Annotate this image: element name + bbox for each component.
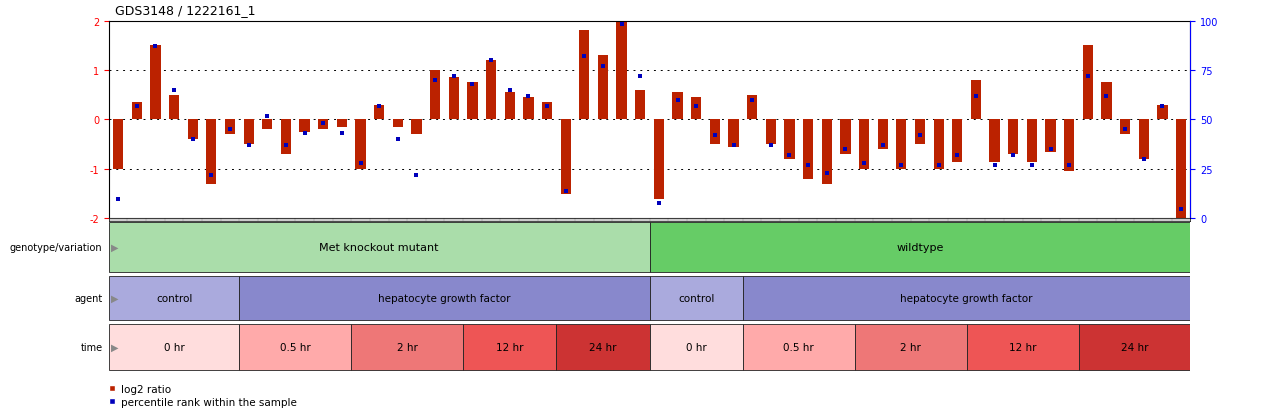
Bar — [1064, 120, 1074, 172]
Bar — [1027, 120, 1037, 162]
Bar — [463, 324, 557, 370]
Bar — [262, 120, 273, 130]
Bar — [933, 120, 943, 169]
Bar — [742, 324, 855, 370]
Bar — [598, 56, 608, 120]
Bar — [840, 120, 850, 155]
Bar — [486, 61, 497, 120]
Text: ▶: ▶ — [111, 242, 119, 252]
Bar — [650, 223, 1190, 272]
Bar — [374, 105, 384, 120]
Bar — [225, 120, 236, 135]
Bar — [691, 98, 701, 120]
Bar — [728, 120, 739, 147]
Bar — [742, 276, 1190, 320]
Bar — [970, 81, 980, 120]
Bar — [859, 120, 869, 169]
Bar — [541, 103, 552, 120]
Text: 0.5 hr: 0.5 hr — [280, 342, 311, 352]
Text: control: control — [678, 293, 714, 303]
Bar — [467, 83, 477, 120]
Bar — [580, 31, 590, 120]
Bar — [896, 120, 906, 169]
Text: hepatocyte growth factor: hepatocyte growth factor — [378, 293, 511, 303]
Text: time: time — [81, 342, 102, 352]
Bar — [243, 120, 253, 145]
Text: hepatocyte growth factor: hepatocyte growth factor — [900, 293, 1033, 303]
Text: 2 hr: 2 hr — [397, 342, 417, 352]
Bar — [952, 120, 963, 162]
Text: 24 hr: 24 hr — [589, 342, 617, 352]
Bar — [650, 276, 742, 320]
Bar — [1083, 46, 1093, 120]
Bar — [1101, 83, 1111, 120]
Bar — [672, 93, 682, 120]
Bar — [300, 120, 310, 133]
Bar — [430, 71, 440, 120]
Text: wildtype: wildtype — [896, 242, 943, 252]
Text: Met knockout mutant: Met knockout mutant — [320, 242, 439, 252]
Text: 12 hr: 12 hr — [1009, 342, 1037, 352]
Bar — [206, 120, 216, 184]
Bar — [1157, 105, 1167, 120]
Bar — [113, 120, 123, 169]
Bar — [650, 324, 742, 370]
Text: 0.5 hr: 0.5 hr — [783, 342, 814, 352]
Text: 2 hr: 2 hr — [900, 342, 922, 352]
Bar — [785, 120, 795, 160]
Bar — [109, 276, 239, 320]
Bar — [504, 93, 515, 120]
Bar — [280, 120, 291, 155]
Bar — [709, 120, 719, 145]
Bar — [150, 46, 160, 120]
Bar — [748, 95, 758, 120]
Text: ▶: ▶ — [111, 293, 119, 303]
Bar — [915, 120, 925, 145]
Bar — [188, 120, 198, 140]
Text: 0 hr: 0 hr — [686, 342, 707, 352]
Text: 24 hr: 24 hr — [1121, 342, 1148, 352]
Bar — [109, 223, 650, 272]
Bar — [989, 120, 1000, 162]
Text: 12 hr: 12 hr — [495, 342, 524, 352]
Bar — [1046, 120, 1056, 152]
Bar — [524, 98, 534, 120]
Bar — [411, 120, 421, 135]
Bar — [617, 21, 627, 120]
Bar — [393, 120, 403, 128]
Bar — [239, 324, 351, 370]
Bar — [132, 103, 142, 120]
Bar — [109, 324, 239, 370]
Bar — [449, 78, 460, 120]
Bar — [169, 95, 179, 120]
Bar — [1176, 120, 1187, 219]
Legend: log2 ratio, percentile rank within the sample: log2 ratio, percentile rank within the s… — [108, 384, 297, 407]
Bar — [557, 324, 650, 370]
Text: agent: agent — [74, 293, 102, 303]
Bar — [1079, 324, 1190, 370]
Bar — [239, 276, 650, 320]
Text: GDS3148 / 1222161_1: GDS3148 / 1222161_1 — [115, 5, 256, 17]
Bar — [337, 120, 347, 128]
Text: ▶: ▶ — [111, 342, 119, 352]
Text: genotype/variation: genotype/variation — [10, 242, 102, 252]
Bar — [1120, 120, 1130, 135]
Bar — [319, 120, 329, 130]
Bar — [561, 120, 571, 194]
Bar — [878, 120, 888, 150]
Bar — [966, 324, 1079, 370]
Bar — [635, 90, 645, 120]
Bar — [1009, 120, 1019, 155]
Bar — [654, 120, 664, 199]
Bar — [356, 120, 366, 169]
Bar — [765, 120, 776, 145]
Bar — [351, 324, 463, 370]
Bar — [803, 120, 813, 179]
Text: 0 hr: 0 hr — [164, 342, 184, 352]
Bar — [1139, 120, 1149, 160]
Bar — [822, 120, 832, 184]
Text: control: control — [156, 293, 192, 303]
Bar — [855, 324, 966, 370]
